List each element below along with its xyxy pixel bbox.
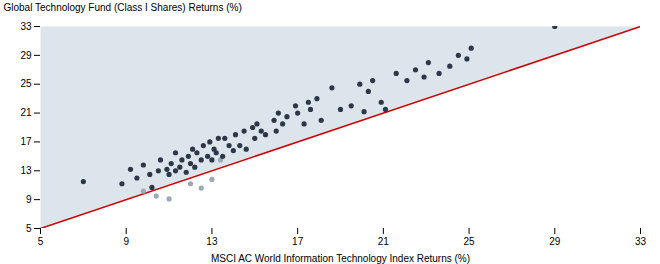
svg-text:25: 25 bbox=[20, 78, 32, 89]
svg-text:Global Technology Fund (Class: Global Technology Fund (Class I Shares) … bbox=[4, 2, 242, 13]
svg-text:9: 9 bbox=[123, 236, 129, 247]
svg-text:33: 33 bbox=[635, 236, 647, 247]
svg-text:9: 9 bbox=[26, 194, 32, 205]
svg-text:17: 17 bbox=[20, 136, 32, 147]
svg-text:17: 17 bbox=[292, 236, 304, 247]
svg-text:13: 13 bbox=[206, 236, 218, 247]
svg-text:21: 21 bbox=[378, 236, 390, 247]
svg-text:25: 25 bbox=[464, 236, 476, 247]
svg-text:5: 5 bbox=[38, 236, 44, 247]
svg-text:29: 29 bbox=[20, 50, 32, 61]
svg-text:5: 5 bbox=[26, 223, 32, 234]
svg-text:13: 13 bbox=[20, 165, 32, 176]
svg-text:29: 29 bbox=[549, 236, 561, 247]
svg-text:33: 33 bbox=[20, 21, 32, 32]
svg-text:21: 21 bbox=[20, 107, 32, 118]
svg-text:MSCI AC World Information Tech: MSCI AC World Information Technology Ind… bbox=[211, 253, 470, 264]
